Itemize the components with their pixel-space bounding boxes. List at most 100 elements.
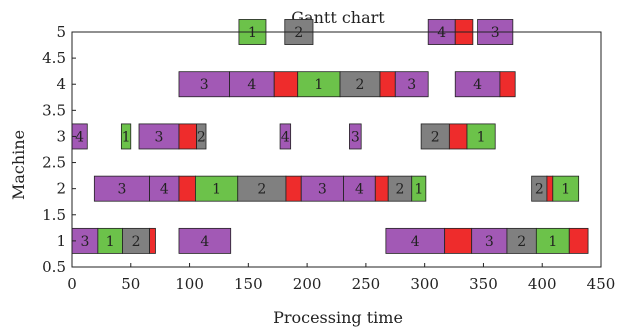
task-rect — [93, 175, 150, 202]
task-label: 2 — [396, 182, 405, 198]
x-tick-label: 300 — [410, 275, 439, 293]
task-rect — [149, 175, 180, 202]
task-label: 2 — [257, 182, 266, 198]
task-bar-job-4: 4 — [279, 123, 292, 150]
task-rect — [454, 71, 501, 98]
task-label: 1 — [314, 77, 323, 93]
task-rect — [237, 175, 287, 202]
task-rect — [343, 175, 376, 202]
task-bar-job-2: 2 — [196, 123, 207, 150]
task-bar-job-4: 4 — [343, 175, 376, 202]
task-bar-job-4: 4 — [454, 71, 501, 98]
task-rect — [420, 123, 450, 150]
x-tick-label: 50 — [121, 275, 140, 293]
task-rect — [138, 123, 180, 150]
setup-bar — [379, 71, 396, 98]
y-tick-label: 2.5 — [42, 154, 66, 172]
task-rect — [279, 123, 292, 150]
setup-rect — [178, 123, 198, 150]
task-rect — [349, 123, 362, 150]
setup-bar — [178, 123, 198, 150]
y-axis-label: Machine — [9, 130, 28, 200]
task-rect — [195, 175, 239, 202]
y-tick-label: 4 — [56, 75, 66, 93]
x-tick-label: 250 — [352, 275, 381, 293]
x-ticks-group: 0 50 100 150 200 250 300 350 400 450 — [67, 263, 615, 293]
task-bar-job-3: 3 — [394, 71, 429, 98]
task-bar-job-4: 4 — [385, 227, 446, 254]
task-bar-job-3: 3 — [93, 175, 150, 202]
task-rect — [339, 71, 381, 98]
task-bar-job-2: 2 — [420, 123, 450, 150]
task-label: 1 — [414, 182, 423, 198]
task-label: 3 — [80, 234, 89, 250]
task-label: 1 — [212, 182, 221, 198]
x-tick-label: 150 — [234, 275, 263, 293]
task-bar-job-1: 1 — [97, 227, 123, 254]
task-label: 3 — [200, 77, 209, 93]
task-label: 1 — [548, 234, 557, 250]
task-label: 2 — [517, 234, 526, 250]
y-tick-label: 2 — [56, 180, 66, 198]
setup-bar — [285, 175, 302, 202]
x-tick-label: 200 — [293, 275, 322, 293]
y-ticks-group: 0.5 1 1.5 2 2.5 3 3.5 4 4.5 5 — [42, 23, 76, 276]
task-label: 4 — [75, 129, 84, 145]
task-bar-job-3: 3 — [471, 227, 508, 254]
task-rect — [411, 175, 427, 202]
task-label: 3 — [491, 25, 500, 41]
x-tick-label: 400 — [528, 275, 557, 293]
setup-rect — [285, 175, 302, 202]
task-label: 2 — [132, 234, 141, 250]
task-label: 3 — [155, 129, 164, 145]
task-bar-job-2: 2 — [531, 175, 548, 202]
task-bar-job-3: 3 — [300, 175, 344, 202]
setup-bar — [546, 175, 554, 202]
task-bar-job-1: 1 — [120, 123, 132, 150]
y-tick-label: 1 — [56, 232, 66, 250]
task-label: 4 — [200, 234, 209, 250]
task-bar-job-2: 2 — [387, 175, 413, 202]
task-label: 3 — [318, 182, 327, 198]
setup-bar — [178, 175, 196, 202]
x-tick-label: 450 — [587, 275, 616, 293]
task-label: 4 — [437, 25, 446, 41]
setup-rect — [273, 71, 299, 98]
task-rect — [178, 227, 232, 254]
y-tick-label: 3 — [56, 127, 66, 145]
task-bar-job-2: 2 — [339, 71, 381, 98]
task-label: 4 — [281, 129, 290, 145]
y-tick-label: 1.5 — [42, 206, 66, 224]
task-label: 4 — [411, 234, 420, 250]
x-tick-label: 350 — [469, 275, 498, 293]
task-label: 2 — [197, 129, 206, 145]
task-label: 1 — [248, 25, 257, 41]
setup-bar — [448, 123, 468, 150]
setup-rect — [568, 227, 589, 254]
x-tick-label: 0 — [67, 275, 77, 293]
task-bar-job-4: 4 — [178, 227, 232, 254]
task-bar-job-3: 3 — [138, 123, 180, 150]
setup-rect — [149, 227, 156, 254]
task-rect — [297, 71, 341, 98]
task-rect — [196, 123, 207, 150]
setup-bar — [444, 227, 473, 254]
setup-rect — [546, 175, 554, 202]
task-label: 1 — [106, 234, 115, 250]
y-tick-label: 5 — [56, 23, 66, 41]
task-label: 3 — [485, 234, 494, 250]
task-bar-job-4: 4 — [149, 175, 180, 202]
setup-bar — [499, 71, 516, 98]
setup-rect — [448, 123, 468, 150]
setup-rect — [379, 71, 396, 98]
task-bar-job-3: 3 — [178, 71, 230, 98]
task-label: 4 — [355, 182, 364, 198]
setup-rect — [374, 175, 389, 202]
y-tick-label: 4.5 — [42, 49, 66, 67]
x-tick-label: 100 — [175, 275, 204, 293]
task-bar-job-3: 3 — [349, 123, 362, 150]
task-rect — [178, 71, 230, 98]
task-label: 2 — [431, 129, 440, 145]
